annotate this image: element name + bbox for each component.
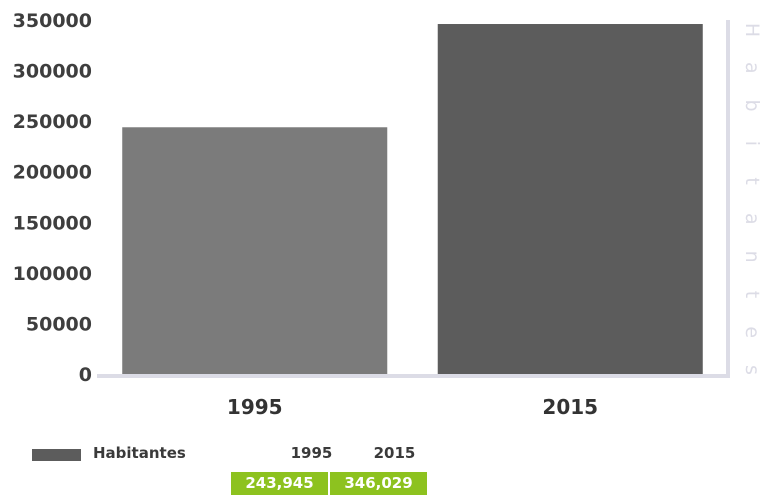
- legend-label: Habitantes: [93, 444, 186, 462]
- x-tick-label: 2015: [542, 395, 598, 419]
- secondary-title-letter: a: [741, 62, 763, 74]
- secondary-title-letter: b: [741, 100, 763, 112]
- legend-swatch: [32, 449, 81, 461]
- secondary-title-letter: s: [741, 365, 763, 375]
- table-value-1995: 243,945: [231, 472, 328, 495]
- bar-1995: [122, 127, 387, 374]
- bar-2015: [438, 24, 703, 374]
- y-tick-label: 200000: [13, 162, 92, 184]
- secondary-title-letter: a: [741, 213, 763, 225]
- secondary-title-letter: H: [741, 23, 763, 37]
- secondary-title-letter: t: [741, 291, 763, 298]
- y-tick-label: 250000: [13, 111, 92, 133]
- secondary-axis-title: Ha b i t a n t e s: [741, 23, 763, 375]
- y-tick-label: 350000: [13, 10, 92, 32]
- data-table: Habitantes 1995 2015 243,945 346,029: [32, 441, 452, 497]
- secondary-title-letter: t: [741, 177, 763, 184]
- secondary-title-letter: e: [741, 326, 763, 338]
- x-axis: 1995 2015: [227, 395, 598, 419]
- table-value-2015: 346,029: [330, 472, 427, 495]
- secondary-title-letter: i: [741, 141, 763, 146]
- y-tick-label: 0: [79, 364, 92, 386]
- y-tick-label: 50000: [26, 313, 92, 335]
- secondary-title-letter: n: [741, 251, 763, 263]
- bar-chart: 0 50000 100000 150000 200000 250000 300000 3500…: [0, 0, 763, 440]
- table-header-1995: 1995: [264, 444, 359, 462]
- y-tick-label: 150000: [13, 212, 92, 234]
- table-header-2015: 2015: [347, 444, 442, 462]
- x-tick-label: 1995: [227, 395, 283, 419]
- y-tick-label: 300000: [13, 61, 92, 83]
- bars: [122, 24, 703, 374]
- y-axis: 0 50000 100000 150000 200000 250000 300000 3500…: [13, 10, 92, 386]
- y-tick-label: 100000: [13, 263, 92, 285]
